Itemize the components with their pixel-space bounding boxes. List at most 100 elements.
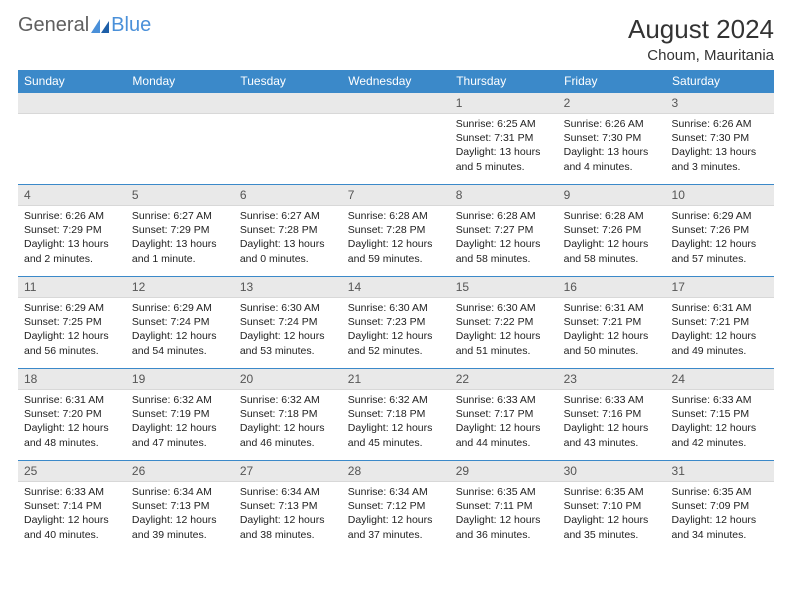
day-number: 21 (342, 369, 450, 390)
day-header: Wednesday (342, 70, 450, 93)
day-content: Sunrise: 6:33 AMSunset: 7:16 PMDaylight:… (558, 390, 666, 454)
day-number: 5 (126, 185, 234, 206)
day-number: 16 (558, 277, 666, 298)
day-cell: 2Sunrise: 6:26 AMSunset: 7:30 PMDaylight… (558, 93, 666, 185)
day-content: Sunrise: 6:30 AMSunset: 7:24 PMDaylight:… (234, 298, 342, 362)
day-header: Monday (126, 70, 234, 93)
week-row: 11Sunrise: 6:29 AMSunset: 7:25 PMDayligh… (18, 277, 774, 369)
day-cell: 18Sunrise: 6:31 AMSunset: 7:20 PMDayligh… (18, 369, 126, 461)
day-number: 31 (666, 461, 774, 482)
day-number: 9 (558, 185, 666, 206)
day-cell: 8Sunrise: 6:28 AMSunset: 7:27 PMDaylight… (450, 185, 558, 277)
day-content: Sunrise: 6:32 AMSunset: 7:19 PMDaylight:… (126, 390, 234, 454)
day-cell: 6Sunrise: 6:27 AMSunset: 7:28 PMDaylight… (234, 185, 342, 277)
day-number: 23 (558, 369, 666, 390)
day-content: Sunrise: 6:30 AMSunset: 7:22 PMDaylight:… (450, 298, 558, 362)
day-content: Sunrise: 6:27 AMSunset: 7:28 PMDaylight:… (234, 206, 342, 270)
day-number: 17 (666, 277, 774, 298)
day-cell (234, 93, 342, 185)
day-content: Sunrise: 6:34 AMSunset: 7:13 PMDaylight:… (234, 482, 342, 546)
day-cell: 30Sunrise: 6:35 AMSunset: 7:10 PMDayligh… (558, 461, 666, 553)
day-header-row: SundayMondayTuesdayWednesdayThursdayFrid… (18, 70, 774, 93)
day-content: Sunrise: 6:30 AMSunset: 7:23 PMDaylight:… (342, 298, 450, 362)
day-number: 15 (450, 277, 558, 298)
day-number: 10 (666, 185, 774, 206)
day-content: Sunrise: 6:28 AMSunset: 7:27 PMDaylight:… (450, 206, 558, 270)
day-cell: 22Sunrise: 6:33 AMSunset: 7:17 PMDayligh… (450, 369, 558, 461)
day-number: 4 (18, 185, 126, 206)
day-content: Sunrise: 6:29 AMSunset: 7:24 PMDaylight:… (126, 298, 234, 362)
day-content: Sunrise: 6:34 AMSunset: 7:13 PMDaylight:… (126, 482, 234, 546)
day-content: Sunrise: 6:28 AMSunset: 7:26 PMDaylight:… (558, 206, 666, 270)
week-row: 25Sunrise: 6:33 AMSunset: 7:14 PMDayligh… (18, 461, 774, 553)
day-cell: 13Sunrise: 6:30 AMSunset: 7:24 PMDayligh… (234, 277, 342, 369)
day-cell: 1Sunrise: 6:25 AMSunset: 7:31 PMDaylight… (450, 93, 558, 185)
week-row: 18Sunrise: 6:31 AMSunset: 7:20 PMDayligh… (18, 369, 774, 461)
day-cell (126, 93, 234, 185)
day-header: Friday (558, 70, 666, 93)
day-cell (342, 93, 450, 185)
day-content: Sunrise: 6:32 AMSunset: 7:18 PMDaylight:… (342, 390, 450, 454)
day-number: 6 (234, 185, 342, 206)
day-content: Sunrise: 6:27 AMSunset: 7:29 PMDaylight:… (126, 206, 234, 270)
day-cell: 26Sunrise: 6:34 AMSunset: 7:13 PMDayligh… (126, 461, 234, 553)
day-content: Sunrise: 6:26 AMSunset: 7:30 PMDaylight:… (666, 114, 774, 178)
day-number: 1 (450, 93, 558, 114)
week-row: 1Sunrise: 6:25 AMSunset: 7:31 PMDaylight… (18, 93, 774, 185)
title-block: August 2024 Choum, Mauritania (628, 14, 774, 64)
day-number (342, 93, 450, 114)
day-number: 27 (234, 461, 342, 482)
day-content: Sunrise: 6:29 AMSunset: 7:26 PMDaylight:… (666, 206, 774, 270)
day-cell: 19Sunrise: 6:32 AMSunset: 7:19 PMDayligh… (126, 369, 234, 461)
day-content: Sunrise: 6:26 AMSunset: 7:30 PMDaylight:… (558, 114, 666, 178)
day-content: Sunrise: 6:32 AMSunset: 7:18 PMDaylight:… (234, 390, 342, 454)
day-cell: 27Sunrise: 6:34 AMSunset: 7:13 PMDayligh… (234, 461, 342, 553)
day-number: 22 (450, 369, 558, 390)
day-content: Sunrise: 6:31 AMSunset: 7:21 PMDaylight:… (558, 298, 666, 362)
logo: General Blue (18, 14, 151, 37)
calendar-table: SundayMondayTuesdayWednesdayThursdayFrid… (18, 70, 774, 553)
day-number: 25 (18, 461, 126, 482)
day-cell: 31Sunrise: 6:35 AMSunset: 7:09 PMDayligh… (666, 461, 774, 553)
logo-sail-icon (91, 19, 109, 33)
day-content: Sunrise: 6:34 AMSunset: 7:12 PMDaylight:… (342, 482, 450, 546)
day-cell (18, 93, 126, 185)
day-cell: 3Sunrise: 6:26 AMSunset: 7:30 PMDaylight… (666, 93, 774, 185)
day-cell: 5Sunrise: 6:27 AMSunset: 7:29 PMDaylight… (126, 185, 234, 277)
day-cell: 9Sunrise: 6:28 AMSunset: 7:26 PMDaylight… (558, 185, 666, 277)
day-number: 26 (126, 461, 234, 482)
day-cell: 16Sunrise: 6:31 AMSunset: 7:21 PMDayligh… (558, 277, 666, 369)
day-cell: 17Sunrise: 6:31 AMSunset: 7:21 PMDayligh… (666, 277, 774, 369)
day-content: Sunrise: 6:25 AMSunset: 7:31 PMDaylight:… (450, 114, 558, 178)
logo-text-general: General (18, 14, 89, 37)
day-content: Sunrise: 6:35 AMSunset: 7:10 PMDaylight:… (558, 482, 666, 546)
day-number: 18 (18, 369, 126, 390)
day-cell: 28Sunrise: 6:34 AMSunset: 7:12 PMDayligh… (342, 461, 450, 553)
day-header: Tuesday (234, 70, 342, 93)
day-content: Sunrise: 6:29 AMSunset: 7:25 PMDaylight:… (18, 298, 126, 362)
day-header: Sunday (18, 70, 126, 93)
month-title: August 2024 (628, 14, 774, 45)
day-content: Sunrise: 6:33 AMSunset: 7:15 PMDaylight:… (666, 390, 774, 454)
day-number: 19 (126, 369, 234, 390)
day-number: 8 (450, 185, 558, 206)
day-cell: 11Sunrise: 6:29 AMSunset: 7:25 PMDayligh… (18, 277, 126, 369)
day-cell: 25Sunrise: 6:33 AMSunset: 7:14 PMDayligh… (18, 461, 126, 553)
day-cell: 7Sunrise: 6:28 AMSunset: 7:28 PMDaylight… (342, 185, 450, 277)
location: Choum, Mauritania (628, 47, 774, 64)
day-number (18, 93, 126, 114)
day-number: 2 (558, 93, 666, 114)
day-number (126, 93, 234, 114)
day-cell: 29Sunrise: 6:35 AMSunset: 7:11 PMDayligh… (450, 461, 558, 553)
day-number: 29 (450, 461, 558, 482)
day-number: 30 (558, 461, 666, 482)
day-number: 7 (342, 185, 450, 206)
header: General Blue August 2024 Choum, Mauritan… (18, 14, 774, 64)
day-number: 3 (666, 93, 774, 114)
day-content: Sunrise: 6:31 AMSunset: 7:21 PMDaylight:… (666, 298, 774, 362)
day-header: Saturday (666, 70, 774, 93)
day-cell: 24Sunrise: 6:33 AMSunset: 7:15 PMDayligh… (666, 369, 774, 461)
day-cell: 15Sunrise: 6:30 AMSunset: 7:22 PMDayligh… (450, 277, 558, 369)
day-cell: 23Sunrise: 6:33 AMSunset: 7:16 PMDayligh… (558, 369, 666, 461)
day-header: Thursday (450, 70, 558, 93)
